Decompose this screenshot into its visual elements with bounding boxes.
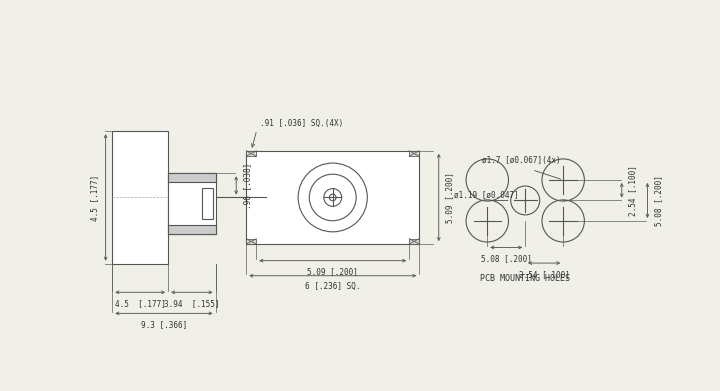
- Bar: [409, 239, 419, 244]
- Text: 6 [.236] SQ.: 6 [.236] SQ.: [305, 282, 361, 291]
- Text: 9.3 [.366]: 9.3 [.366]: [141, 320, 187, 329]
- Text: 4.5 [.177]: 4.5 [.177]: [90, 174, 99, 221]
- Bar: [246, 151, 256, 156]
- Bar: [202, 188, 213, 219]
- Text: 5.09 [.200]: 5.09 [.200]: [307, 267, 358, 276]
- Text: 2.54 [.100]: 2.54 [.100]: [629, 165, 637, 216]
- Text: .91 [.036] SQ.(4X): .91 [.036] SQ.(4X): [260, 119, 343, 128]
- Text: 5.08 [.200]: 5.08 [.200]: [654, 175, 663, 226]
- Text: 5.08 [.200]: 5.08 [.200]: [481, 254, 531, 263]
- Bar: [246, 151, 419, 244]
- Bar: [168, 173, 215, 182]
- Text: .96 [.038]: .96 [.038]: [243, 162, 252, 208]
- Bar: [168, 225, 215, 233]
- Bar: [409, 151, 419, 156]
- Text: 4.5  [.177]: 4.5 [.177]: [114, 299, 166, 308]
- Bar: [168, 173, 215, 233]
- Text: 2.54 [.100]: 2.54 [.100]: [519, 270, 570, 279]
- Bar: [246, 239, 256, 244]
- Text: 3.94  [.155]: 3.94 [.155]: [164, 299, 220, 308]
- Text: PCB MOUNTING HOLES: PCB MOUNTING HOLES: [480, 274, 570, 283]
- Bar: [112, 131, 168, 264]
- Text: ø1.7 [ø0.067](4x): ø1.7 [ø0.067](4x): [482, 156, 560, 165]
- Text: ø1.19 [ø0.047]: ø1.19 [ø0.047]: [454, 190, 518, 199]
- Text: 5.09 [.200]: 5.09 [.200]: [446, 172, 454, 223]
